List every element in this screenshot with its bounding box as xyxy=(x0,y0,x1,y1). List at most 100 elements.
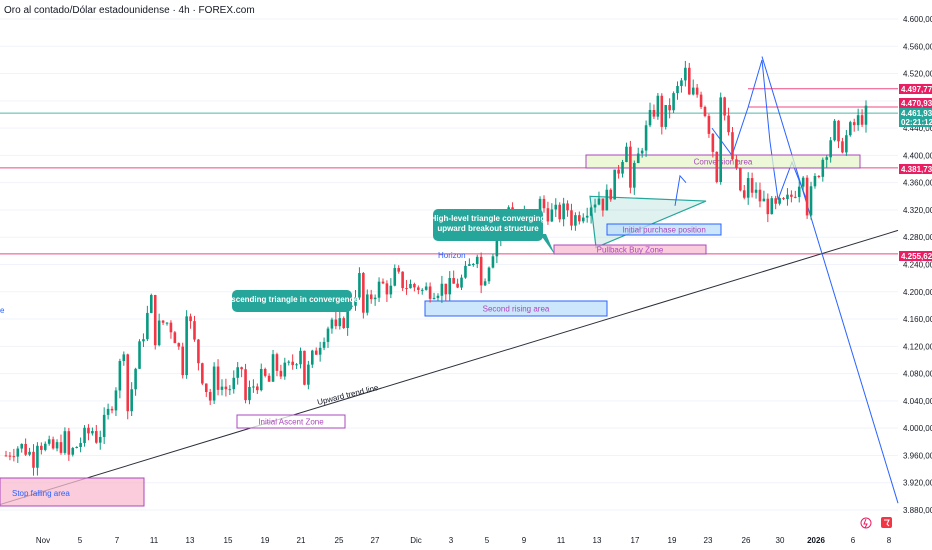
candle-body xyxy=(161,320,165,323)
candle-body xyxy=(837,120,840,142)
price-tag xyxy=(899,117,932,127)
candle-body xyxy=(487,267,491,282)
x-tick-label: 15 xyxy=(224,536,233,545)
price-tag xyxy=(899,98,932,108)
left-edge-text: e xyxy=(0,306,5,315)
candle-body xyxy=(597,198,601,205)
candle-body xyxy=(581,217,585,222)
zones: Stop falling area Initial Ascent Zone Seco… xyxy=(0,154,861,507)
candle-body xyxy=(40,445,43,450)
candle-body xyxy=(664,105,668,127)
candle-body xyxy=(483,281,487,286)
candle-body xyxy=(110,408,114,411)
candle-body xyxy=(617,169,620,174)
candle-body xyxy=(817,176,821,178)
zone-label: Second rising area xyxy=(483,304,550,313)
candle-body xyxy=(750,178,754,193)
candle-body xyxy=(311,350,314,365)
candle-body xyxy=(687,67,691,95)
candle-body xyxy=(330,319,334,329)
y-tick-label: 4.160,00 xyxy=(903,315,932,324)
x-tick-label: 11 xyxy=(150,536,159,545)
candle-body xyxy=(106,408,110,415)
candle-body xyxy=(326,328,330,342)
candle-body xyxy=(833,120,836,141)
candle-body xyxy=(699,94,703,107)
y-tick-label: 4.560,00 xyxy=(903,42,932,51)
candle-body xyxy=(621,161,624,174)
flag-mark xyxy=(884,519,890,527)
candle-body xyxy=(479,256,483,286)
candle-body xyxy=(98,436,102,443)
callout-text: High-level triangle converging xyxy=(431,214,546,223)
y-tick-label: 4.320,00 xyxy=(903,206,932,215)
candle-body xyxy=(397,268,400,272)
x-tick-label: 17 xyxy=(631,536,640,545)
candle-body xyxy=(774,198,777,204)
candle-body xyxy=(314,350,318,355)
candle-body xyxy=(574,215,577,226)
candle-body xyxy=(829,140,832,158)
candle-body xyxy=(727,115,730,133)
x-tick-label: 6 xyxy=(851,536,856,545)
candle-body xyxy=(362,273,365,313)
candle-body xyxy=(456,283,459,288)
candle-body xyxy=(51,439,55,449)
candle-body xyxy=(142,339,145,342)
grid xyxy=(0,18,898,511)
candle-body xyxy=(157,320,161,346)
candle-body xyxy=(805,177,809,216)
zone-box xyxy=(585,154,861,169)
x-axis: Nov 5 7 11 13 15 19 21 25 27 Dic 3 5 9 11 13 17 19 23 26 30 2… xyxy=(36,536,892,545)
candle-body xyxy=(554,204,558,210)
candle-body xyxy=(71,448,75,455)
candle-body xyxy=(295,364,298,366)
candle-body xyxy=(593,204,597,208)
candle-body xyxy=(625,146,628,162)
candle-body xyxy=(695,87,699,95)
candle-body xyxy=(845,135,848,153)
candle-body xyxy=(118,360,122,391)
candle-body xyxy=(809,186,813,216)
y-tick-label: 4.080,00 xyxy=(903,370,932,379)
zone-label: Stop falling area xyxy=(12,489,70,498)
callout-text: Ascending triangle in convergence xyxy=(226,295,359,304)
x-tick-label: 3 xyxy=(449,536,454,545)
zone-label: Conversion area xyxy=(694,157,753,166)
upward-trend-line xyxy=(0,229,899,506)
zone-box xyxy=(236,414,346,429)
y-tick-label: 4.440,00 xyxy=(903,124,932,133)
candle-body xyxy=(32,451,35,468)
candle-body xyxy=(542,198,546,209)
candle-body xyxy=(358,273,361,298)
candle-body xyxy=(12,456,16,458)
candle-body xyxy=(672,93,675,111)
breakout-path xyxy=(674,174,687,206)
chart-title: Oro al contado/Dólar estadounidense · 4h… xyxy=(4,5,255,16)
x-tick-label: 26 xyxy=(742,536,751,545)
x-tick-label: 30 xyxy=(776,536,785,545)
candle-body xyxy=(558,204,561,220)
y-tick-label: 4.400,00 xyxy=(903,151,932,160)
candle-body xyxy=(648,109,652,126)
candle-body xyxy=(91,431,94,434)
candle-body xyxy=(578,215,581,222)
candle-body xyxy=(63,431,67,453)
candle-body xyxy=(67,431,71,455)
candle-body xyxy=(448,278,452,295)
candle-body xyxy=(464,265,467,278)
candle-body xyxy=(794,196,797,198)
candle-body xyxy=(252,386,255,388)
candle-body xyxy=(256,386,259,391)
candle-body xyxy=(173,332,177,344)
candle-body xyxy=(381,281,385,284)
candle-body xyxy=(813,176,817,187)
price-tag-label: 4.381,73 xyxy=(901,165,932,174)
flash-bolt xyxy=(863,518,868,529)
candle-body xyxy=(731,132,734,160)
candle-body xyxy=(47,439,51,444)
candle-body xyxy=(703,106,707,117)
candle-body xyxy=(589,207,593,216)
candle-body xyxy=(758,189,762,202)
